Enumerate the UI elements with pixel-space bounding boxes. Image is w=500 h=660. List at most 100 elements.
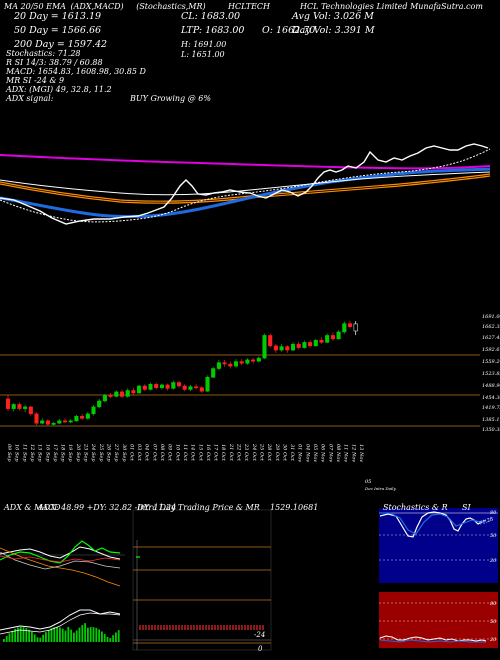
macd-bar — [64, 630, 67, 642]
adx-values: ADX: 48.99 +DY: 32.82 -DY: 11.24 — [38, 503, 177, 512]
macd-bar — [106, 636, 109, 642]
mr-80-label: 80 — [490, 601, 497, 607]
candle-body — [171, 382, 176, 389]
candle-body — [97, 400, 102, 408]
rsi-signal-line — [379, 639, 486, 643]
intraday-panel — [132, 509, 272, 651]
macd-bar — [59, 627, 61, 642]
candle-body — [74, 416, 79, 422]
macd-bar — [28, 629, 30, 642]
date-axis-label: 23 Oct — [243, 443, 249, 462]
candle-body — [290, 343, 296, 351]
price-axis-label: 1592.67 — [482, 347, 500, 353]
candle-body — [80, 416, 85, 419]
macd-bar — [95, 627, 98, 642]
date-axis-label: 31 Oct — [289, 444, 295, 462]
macd-bar — [31, 631, 33, 642]
price-axis-label: 1691.00 — [482, 314, 500, 320]
stoch-background — [379, 508, 498, 583]
macd-bar — [70, 629, 72, 642]
macd-bar — [47, 629, 50, 642]
macd-bar — [25, 628, 28, 642]
stoch-r-value: 71.28 — [479, 516, 495, 527]
candle-body — [239, 361, 244, 364]
macd-bar — [87, 627, 89, 642]
date-axis-label: 13 Sep — [37, 444, 43, 462]
price-axis-label: 1419.73 — [482, 405, 500, 411]
adx-line-2 — [0, 551, 121, 570]
macd-bar — [17, 627, 19, 642]
macd-bar — [22, 627, 25, 642]
macd-line — [0, 609, 121, 631]
rsi-line — [379, 635, 487, 642]
candle-panel: 1691.00 1662.32 1627.49 1592.67 1559.24 1523.… — [0, 314, 500, 462]
candle-body — [233, 361, 239, 367]
candle-body — [330, 335, 335, 340]
candle-body — [268, 335, 273, 347]
candle-body — [182, 385, 187, 390]
candle-body — [205, 377, 210, 392]
date-axis-label: 17 Sep — [52, 444, 58, 462]
symbol-label: HCLTECH — [228, 2, 271, 11]
plus-dy-line — [0, 540, 121, 564]
stoch-50-label: 50 — [490, 533, 497, 539]
macd-bar — [19, 627, 22, 642]
candle-body — [245, 359, 250, 364]
date-axis-label: 08 Oct — [159, 444, 165, 462]
date-axis-label: 30 Sep — [121, 444, 127, 462]
date-axis-label: 24 Sep — [90, 443, 96, 462]
candle-body — [285, 346, 290, 351]
rsi-line: R SI 14/3: 38.79 / 60.88 — [6, 58, 103, 67]
date-axis-label: 29 Oct — [274, 443, 280, 462]
macd-bar — [33, 634, 36, 642]
date-axis-label: 28 Oct — [266, 443, 272, 462]
ma-orange-line — [0, 173, 491, 202]
adx-macd-title: ADX & MACD — [4, 503, 61, 512]
candle-body — [262, 335, 267, 359]
candle-body — [68, 420, 73, 423]
date-axis-label: 11 Nov — [343, 444, 349, 462]
date-axis-label: 25 Oct — [258, 443, 264, 462]
ma20-line — [0, 148, 491, 223]
date-axis-label: 09 Oct — [167, 444, 173, 462]
adx-line — [0, 546, 121, 560]
macd-bar — [67, 626, 70, 642]
date-axis-label: 12 Sep — [29, 444, 35, 462]
footer-legend: Dec Intra Daily — [364, 486, 397, 491]
macd-bar — [36, 637, 39, 642]
minus-dy-line — [0, 547, 121, 587]
date-axis-label: 17 Oct — [213, 444, 219, 462]
ma50-line — [0, 167, 491, 219]
stoch-80-label: 80 — [490, 510, 497, 516]
macd-bar — [5, 636, 8, 642]
candle-body — [148, 383, 153, 390]
date-axis-label: 13 Nov — [358, 444, 364, 462]
candle-body — [176, 382, 182, 387]
candle-body — [40, 420, 45, 424]
stoch-value: Stochastics: 71.28 — [6, 49, 81, 58]
candle-body — [17, 404, 22, 409]
macd-bar — [14, 628, 16, 642]
date-axis-label: 10 Sep — [14, 444, 20, 462]
open-price: O: 1662.70 — [262, 25, 316, 36]
candle-body — [165, 384, 170, 389]
ma-white-line — [0, 171, 491, 196]
candle-body — [114, 391, 119, 397]
stoch-title: Stochastics & R — [383, 503, 448, 512]
candle-body — [251, 359, 256, 362]
macd-line: MACD: 1654.83, 1608.98, 30.85 D — [6, 67, 146, 76]
stoch-d-line — [380, 512, 487, 535]
mr-20-label: 20 — [489, 637, 497, 643]
date-axis-label: 26 Sep — [105, 443, 111, 462]
date-axis-label: 10 Oct — [174, 444, 180, 462]
day-volume: Day Vol: 3.391 M — [292, 25, 375, 36]
macd-bar — [39, 637, 42, 642]
lower-panel-labels: 80 50 20 80 50 20 71.28 -24 0 05 Dec Int… — [254, 479, 497, 653]
price-axis-label: 1559.24 — [482, 359, 500, 365]
ma50-label: 50 Day = 1566.66 — [14, 25, 102, 36]
candle-body — [216, 362, 221, 369]
date-axis-label: 19 Sep — [67, 444, 73, 462]
ltp-price: LTP: 1683.00 — [181, 25, 245, 36]
candle-body — [85, 413, 90, 419]
